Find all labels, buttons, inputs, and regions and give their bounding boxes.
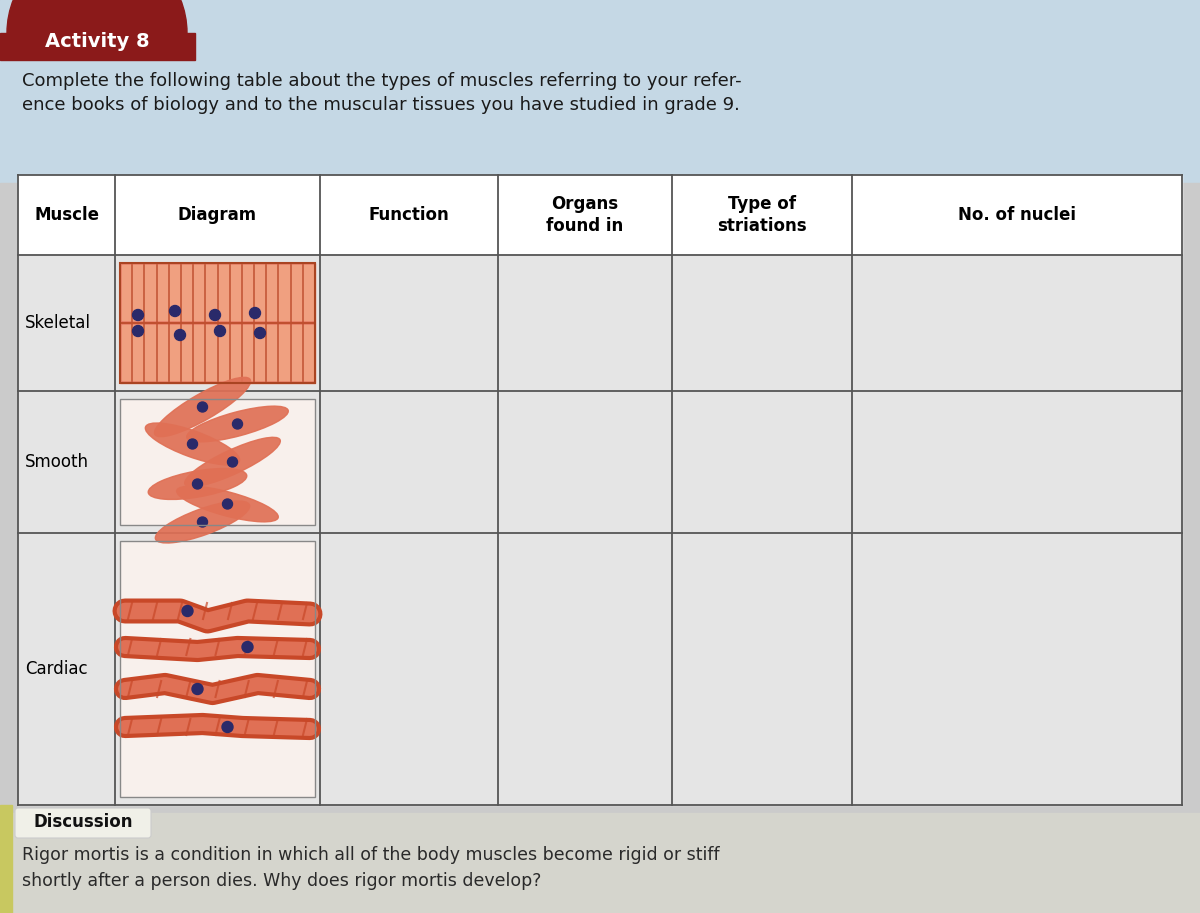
Circle shape [215,326,226,337]
Bar [122,265,313,320]
Ellipse shape [155,501,250,543]
Text: shortly after a person dies. Why does rigor mortis develop?: shortly after a person dies. Why does ri… [22,872,541,890]
Wedge shape [7,0,187,33]
Circle shape [169,306,180,317]
Bar [18,391,1182,533]
Circle shape [182,605,193,616]
Circle shape [210,310,221,320]
Circle shape [192,684,203,695]
Bar [18,255,1182,391]
Text: Discussion: Discussion [34,813,133,831]
Circle shape [198,402,208,412]
Text: ence books of biology and to the muscular tissues you have studied in grade 9.: ence books of biology and to the muscula… [22,96,740,114]
Ellipse shape [187,406,288,442]
Bar [120,541,314,797]
Circle shape [222,499,233,509]
Text: Type of
striations: Type of striations [718,194,806,236]
Circle shape [242,642,253,653]
Bar [120,541,314,797]
Circle shape [222,721,233,732]
Text: Rigor mortis is a condition in which all of the body muscles become rigid or sti: Rigor mortis is a condition in which all… [22,846,720,864]
Text: Activity 8: Activity 8 [44,32,149,50]
Ellipse shape [145,423,240,465]
Circle shape [174,330,186,341]
Ellipse shape [176,486,278,522]
Text: Cardiac: Cardiac [25,660,88,678]
Circle shape [254,328,265,339]
Circle shape [192,479,203,489]
Bar [18,175,1182,255]
Bar [0,183,1200,813]
Text: Skeletal: Skeletal [25,314,91,332]
Text: Complete the following table about the types of muscles referring to your refer-: Complete the following table about the t… [22,72,742,90]
Bar [120,399,314,525]
Ellipse shape [149,468,247,499]
Circle shape [132,326,144,337]
Circle shape [132,310,144,320]
Text: Diagram: Diagram [178,206,257,224]
Ellipse shape [155,377,251,436]
Bar [0,813,1200,913]
Text: Organs
found in: Organs found in [546,194,624,236]
Circle shape [187,439,198,449]
Bar [120,263,314,383]
Bar [120,399,314,525]
Bar [0,805,12,913]
Bar [120,263,314,383]
Circle shape [233,419,242,429]
Circle shape [198,517,208,527]
Bar [0,33,194,60]
Circle shape [228,457,238,467]
Text: No. of nuclei: No. of nuclei [958,206,1076,224]
Bar [0,0,1200,183]
Bar [122,325,313,380]
Text: Muscle: Muscle [34,206,98,224]
Bar [18,533,1182,805]
Circle shape [250,308,260,319]
Text: Smooth: Smooth [25,453,89,471]
Ellipse shape [185,437,281,487]
Text: Function: Function [368,206,449,224]
FancyBboxPatch shape [14,808,151,838]
